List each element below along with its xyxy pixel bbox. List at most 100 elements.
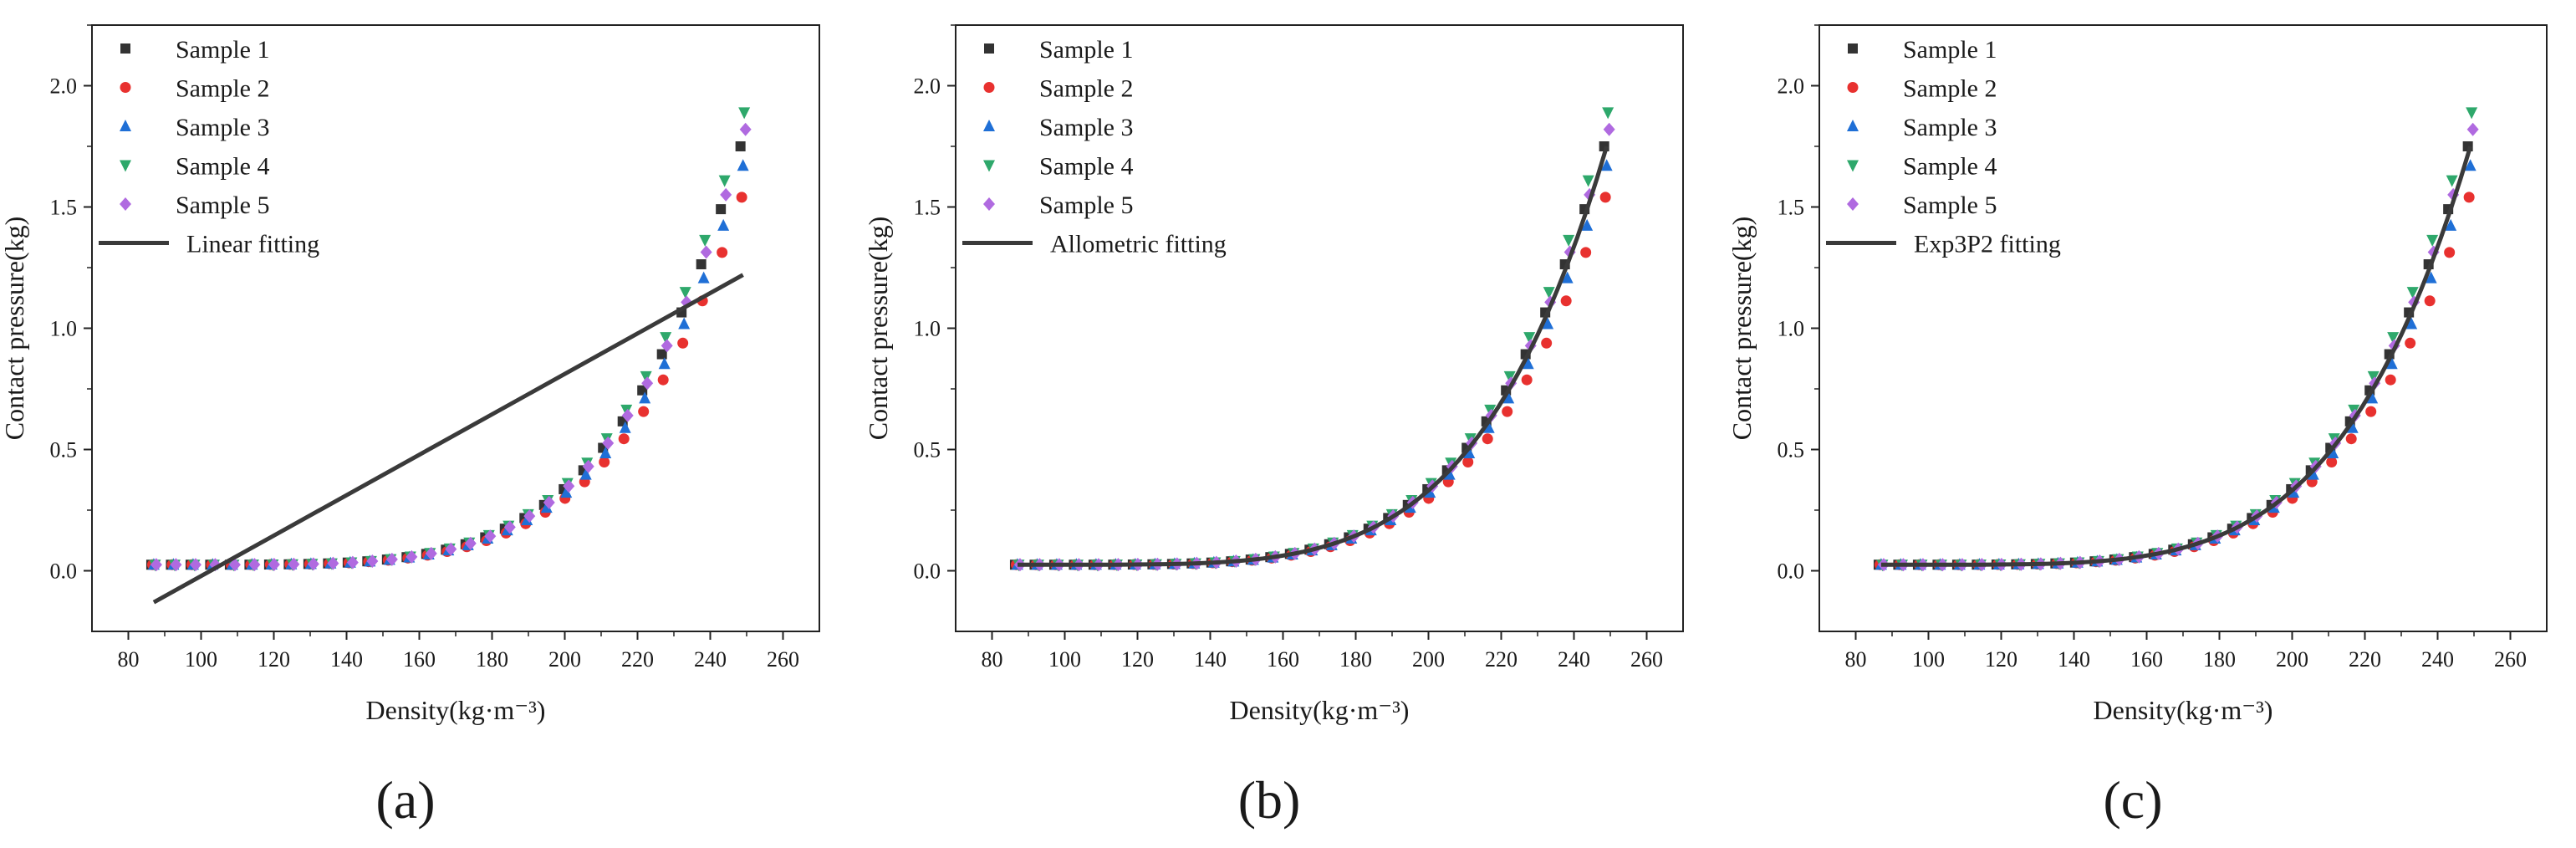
data-point [268,558,280,572]
data-point [1541,337,1553,349]
y-tick-label: 0.5 [914,438,941,462]
data-point [2425,271,2437,284]
data-point [1563,234,1575,247]
x-tick-label: 260 [767,647,799,672]
data-point [696,259,706,270]
legend-marker [120,82,131,93]
data-point [1600,159,1613,171]
data-point [2463,192,2475,203]
data-point [189,558,201,572]
panel-label: (c) [2103,770,2162,830]
y-tick-label: 1.0 [50,317,78,341]
data-point [739,122,752,136]
series-5 [1877,122,2479,572]
legend-marker [120,197,131,211]
data-point [718,175,731,187]
x-tick-label: 100 [1912,647,1945,672]
data-point [737,159,749,171]
y-tick-label: 2.0 [50,74,78,99]
x-tick-label: 160 [2130,647,2163,672]
x-tick-label: 180 [2203,647,2236,672]
x-tick-label: 220 [1485,647,1518,672]
chart-panel-3: 80 100 120 140 160 180 200 220 240 260 0.0 0.5 1.0 1.… [1727,24,2548,830]
panel-label: (a) [375,770,435,830]
y-tick-label: 1.5 [914,196,941,220]
data-point [2466,107,2478,120]
series-5 [150,122,752,572]
data-point [2365,406,2377,417]
data-point [540,501,553,513]
data-point [2367,370,2380,383]
data-point [1603,122,1615,136]
data-point [1502,406,1513,417]
data-point [2387,332,2400,345]
data-point [677,337,689,349]
data-point [464,536,477,550]
legend-label: Sample 1 [176,36,270,64]
data-point [2446,175,2458,187]
x-tick-label: 160 [403,647,436,672]
x-tick-label: 80 [1845,647,1867,672]
x-axis-label: Density(kg·m⁻³) [2094,695,2273,725]
data-point [346,555,359,570]
data-point [425,546,437,560]
data-point [717,218,730,231]
data-point [638,406,650,417]
x-axis-label: Density(kg·m⁻³) [366,695,546,725]
data-point [288,557,300,571]
data-point [1582,175,1594,187]
data-point [2307,467,2319,480]
x-tick-label: 200 [548,647,581,672]
fit-line [1880,146,2473,567]
data-point [716,204,727,215]
x-tick-label: 220 [2349,647,2381,672]
data-point [700,245,712,259]
data-point [1560,295,1572,307]
x-tick-label: 240 [2421,647,2454,672]
x-tick-label: 140 [330,647,363,672]
data-point [599,457,610,468]
x-tick-label: 80 [118,647,140,672]
legend-marker [120,160,131,172]
data-point [2406,287,2419,299]
x-tick-label: 120 [1985,647,2017,672]
data-point [560,486,573,498]
chart-panel-1: 80 100 120 140 160 180 200 220 240 260 0.0 0.5 1.0 1.… [0,24,820,830]
data-point [656,349,667,360]
data-point [1542,317,1554,329]
legend-label: Sample 4 [1039,153,1134,181]
data-point [661,339,673,353]
data-point [170,558,182,572]
y-tick-label: 0.0 [50,559,78,584]
data-point [738,107,751,120]
data-point [1543,287,1555,299]
legend: Sample 1 Sample 2 Sample 3 Sample 4 Sample 5… [99,36,319,258]
x-tick-label: 80 [982,647,1003,672]
data-point [248,558,261,572]
data-point [2426,234,2439,247]
data-point [2385,374,2396,386]
data-point [2346,421,2359,433]
x-tick-label: 160 [1267,647,1299,672]
x-tick-label: 260 [2494,647,2527,672]
y-tick-label: 2.0 [1778,74,1805,99]
legend-marker [1847,197,1859,211]
legend-label: Sample 2 [1903,75,1997,103]
data-point [1503,370,1516,383]
data-point [1581,218,1594,231]
data-point [503,520,516,534]
data-point [228,558,241,572]
data-point [582,459,594,473]
legend-label: Sample 3 [176,114,270,141]
y-axis-label: Contact pressure(kg) [1727,217,1757,440]
data-point [618,433,630,445]
x-tick-label: 200 [2276,647,2308,672]
data-point [658,357,671,370]
legend-marker [983,82,995,93]
data-point [599,446,612,458]
legend-label: Linear fitting [186,231,319,258]
legend-label: Sample 2 [176,75,270,103]
data-point [639,391,651,404]
legend-label: Sample 4 [1903,153,1997,181]
